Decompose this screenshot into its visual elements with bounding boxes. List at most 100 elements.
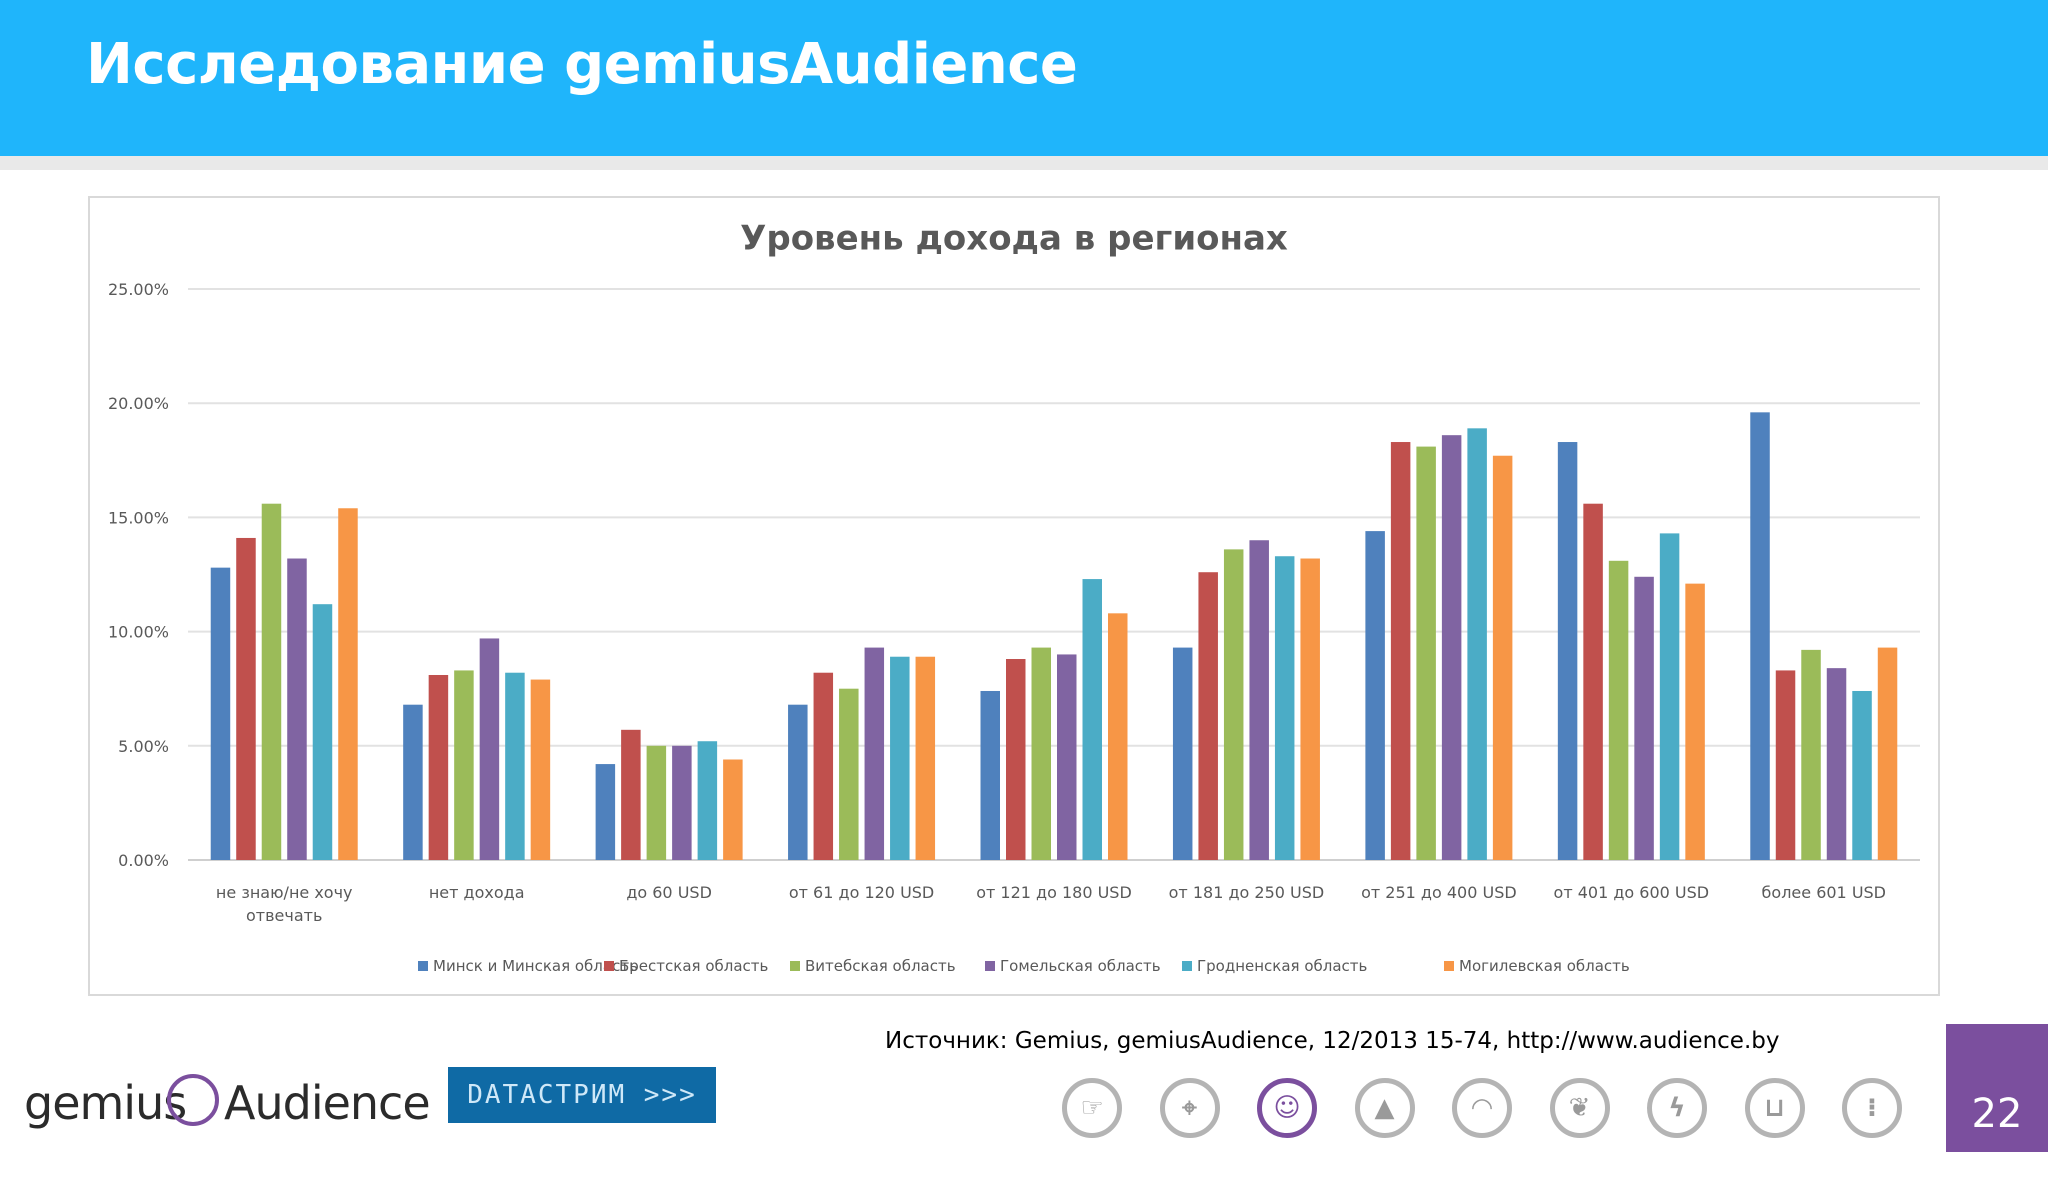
bar [1390, 442, 1411, 860]
x-tick-label: более 601 USD [1762, 883, 1886, 902]
bar [723, 759, 743, 860]
bar [1365, 531, 1385, 860]
bar [530, 679, 551, 860]
legend-swatch [1182, 961, 1192, 971]
bar [1057, 654, 1077, 860]
bar [261, 503, 282, 860]
traffic-light-icon[interactable]: ⁝ [1842, 1078, 1902, 1138]
x-tick-label: от 61 до 120 USD [789, 883, 934, 902]
legend-swatch [790, 961, 800, 971]
legend-swatch [418, 961, 428, 971]
chart-title: Уровень дохода в регионах [740, 219, 1288, 259]
legend-label: Минск и Минская область [433, 957, 638, 975]
bar [621, 729, 641, 860]
bar [1300, 558, 1320, 860]
leaf-icon[interactable]: ❦ [1549, 1078, 1610, 1138]
x-tick-label: до 60 USD [626, 883, 712, 902]
legend-swatch [985, 961, 995, 971]
bar [1172, 647, 1193, 860]
bar [646, 745, 667, 860]
bar [697, 741, 718, 860]
chart-frame [88, 196, 1940, 996]
x-tick-label: нет дохода [429, 883, 525, 902]
y-tick-label: 20.00% [108, 394, 169, 413]
bar [1775, 670, 1796, 860]
legend-label: Брестская область [619, 957, 768, 975]
legend-label: Гродненская область [1197, 957, 1367, 975]
source-note: Источник: Gemius, gemiusAudience, 12/201… [885, 1028, 1780, 1054]
x-tick-label: не знаю/не хочу [216, 883, 353, 902]
bar [890, 656, 910, 860]
bar [813, 672, 834, 860]
bar [1685, 583, 1705, 860]
logo-text-audience: Audience [224, 1076, 431, 1130]
bar [1634, 576, 1654, 860]
bar [1852, 690, 1872, 860]
bar [1031, 647, 1051, 860]
bar [1583, 503, 1603, 860]
bar [1441, 435, 1462, 860]
signal-icon[interactable]: ◠ [1452, 1078, 1512, 1138]
bar [595, 764, 616, 860]
legend-swatch [604, 961, 614, 971]
page-number: 22 [1946, 1024, 2048, 1152]
bar [1877, 647, 1898, 860]
bar [1416, 446, 1436, 860]
income-chart: Уровень дохода в регионах 0.00% 5.00% 10.00… [108, 219, 1920, 975]
bar [864, 647, 885, 860]
page-title: Исследование gemiusAudience [86, 32, 1078, 97]
bar [1826, 668, 1847, 860]
bar [1557, 442, 1578, 860]
y-tick-label: 25.00% [108, 280, 169, 299]
legend-label: Могилевская область [1459, 957, 1630, 975]
bar [1801, 649, 1821, 860]
bar [1249, 540, 1269, 860]
bar [1608, 560, 1629, 860]
mountain-icon[interactable]: ▲ [1354, 1078, 1415, 1138]
bar [1659, 533, 1680, 860]
bar [312, 604, 333, 860]
legend-swatch [1444, 961, 1454, 971]
y-tick-label: 15.00% [108, 508, 169, 527]
logo-text-gemius: gemius [24, 1076, 187, 1130]
y-tick-label: 5.00% [118, 737, 169, 756]
x-tick-label: от 251 до 400 USD [1361, 883, 1517, 902]
bar [479, 638, 500, 860]
bar [980, 690, 1000, 860]
y-tick-label: 10.00% [108, 623, 169, 642]
bar [1082, 579, 1102, 860]
bar [1750, 412, 1770, 860]
header-divider [0, 156, 2048, 170]
bar [505, 672, 525, 860]
bar [338, 508, 358, 860]
partner-logo: DATACTPИM >>> [448, 1067, 716, 1123]
legend-label: Гомельская область [1000, 957, 1161, 975]
gemius-audience-logo: gemius Audience [24, 1070, 431, 1140]
bar [403, 704, 423, 860]
bar [1274, 556, 1295, 860]
x-tick-label: отвечать [246, 906, 322, 925]
legend-label: Витебская область [805, 957, 956, 975]
y-tick-label: 0.00% [118, 851, 169, 870]
bar [788, 704, 808, 860]
bar [454, 670, 474, 860]
people-icon[interactable]: ☺ [1257, 1078, 1317, 1138]
map-pin-icon[interactable]: ⌖ [1159, 1078, 1220, 1138]
bar [236, 537, 256, 860]
bar [839, 688, 859, 860]
header-bar: Исследование gemiusAudience [0, 0, 2048, 156]
bar [1108, 613, 1128, 860]
people-logo-icon [167, 1074, 219, 1126]
x-tick-label: от 401 до 600 USD [1554, 883, 1710, 902]
bar [1467, 428, 1487, 860]
bar [1492, 455, 1513, 860]
bar [915, 656, 936, 860]
bar [287, 558, 307, 860]
bar [1006, 659, 1026, 860]
hand-pointer-icon[interactable]: ☞ [1062, 1078, 1122, 1138]
bar [1223, 549, 1244, 860]
bar [428, 674, 449, 860]
cart-icon[interactable]: ⊔ [1744, 1078, 1805, 1138]
x-tick-label: от 181 до 250 USD [1169, 883, 1325, 902]
lightning-icon[interactable]: ϟ [1647, 1078, 1707, 1138]
